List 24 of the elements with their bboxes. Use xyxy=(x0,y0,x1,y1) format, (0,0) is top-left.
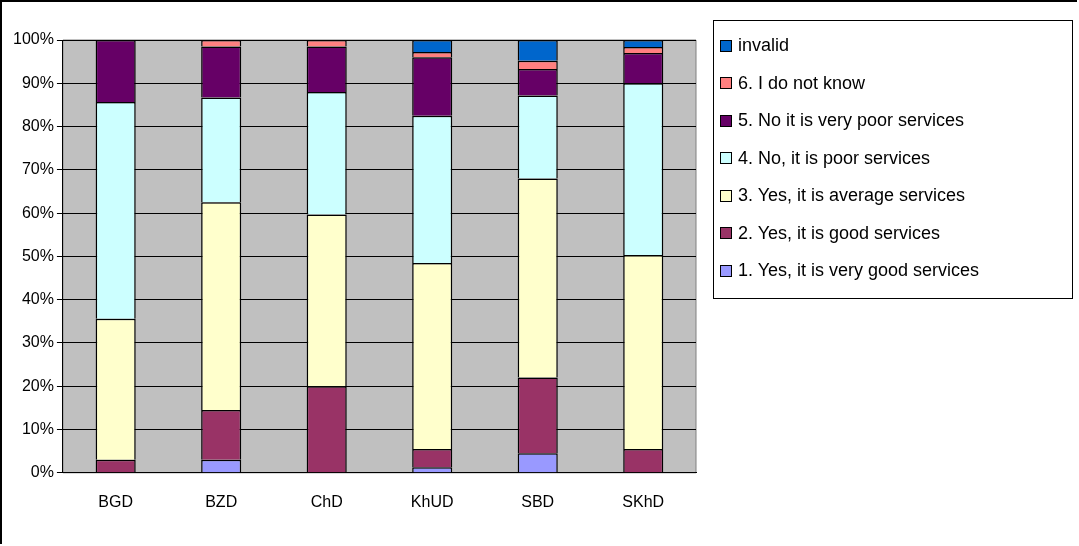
x-tick-label: SKhD xyxy=(622,492,665,510)
x-tick-label: KhUD xyxy=(410,492,454,510)
x-tick-label: BGD xyxy=(98,492,134,510)
legend-label: 1. Yes, it is very good services xyxy=(738,260,980,282)
y-tick-label: 40% xyxy=(21,290,54,308)
x-tick-label: ChD xyxy=(310,492,343,510)
legend-label: 5. No it is very poor services xyxy=(738,110,965,132)
legend-label: 3. Yes, it is average services xyxy=(738,185,966,207)
y-tick-label: 80% xyxy=(21,116,54,134)
legend-label: 4. No, it is poor services xyxy=(738,147,931,169)
y-tick-label: 90% xyxy=(21,73,54,91)
y-tick-label: 30% xyxy=(21,333,54,351)
y-tick-label: 70% xyxy=(21,160,54,178)
y-tick-label: 60% xyxy=(21,203,54,221)
legend-label: invalid xyxy=(738,35,790,57)
y-tick-label: 20% xyxy=(21,376,54,394)
legend-label: 2. Yes, it is good services xyxy=(738,222,941,244)
x-tick-label: BZD xyxy=(205,492,238,510)
y-tick-label: 10% xyxy=(21,419,54,437)
y-tick-label: 50% xyxy=(21,246,54,264)
x-tick-label: SBD xyxy=(521,492,555,510)
y-tick-label: 100% xyxy=(13,30,54,48)
y-tick-label: 0% xyxy=(30,463,54,481)
legend-label: 6. I do not know xyxy=(738,72,866,94)
